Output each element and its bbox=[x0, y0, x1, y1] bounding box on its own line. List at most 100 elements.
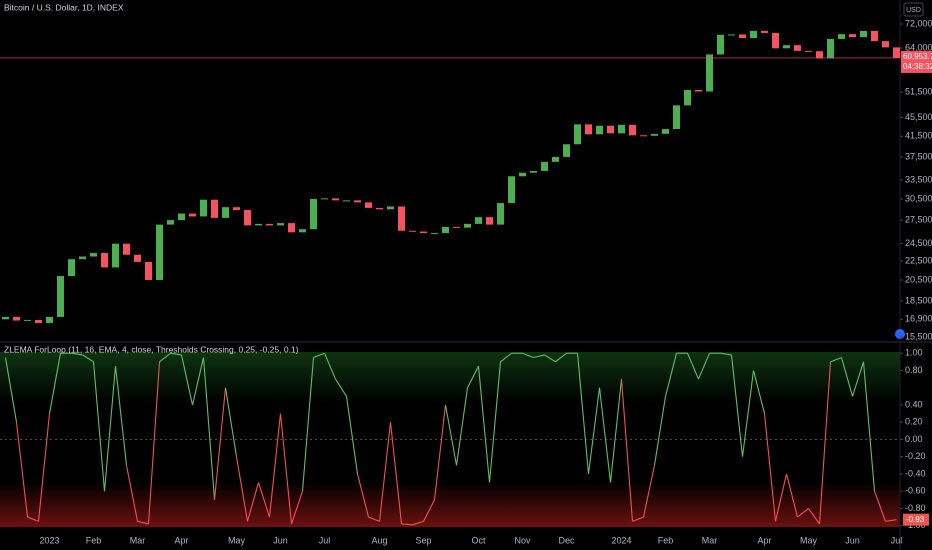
oscillator-segment bbox=[587, 387, 601, 475]
oscillator-segment bbox=[378, 422, 392, 522]
oscillator-segment bbox=[180, 354, 194, 406]
oscillator-segment bbox=[92, 361, 106, 492]
x-tick-label: May bbox=[800, 535, 818, 545]
oscillator-segment bbox=[235, 456, 249, 522]
oscillator-segment bbox=[830, 357, 842, 363]
event-icon[interactable] bbox=[895, 329, 905, 339]
y-tick-label: 20,500.00 bbox=[905, 274, 932, 284]
y-tick-label: -0.60 bbox=[905, 486, 926, 496]
candle-body bbox=[530, 170, 537, 173]
x-tick-label: Apr bbox=[757, 535, 771, 545]
oscillator-segment bbox=[48, 353, 62, 414]
candle-body bbox=[145, 261, 152, 280]
oscillator-segment bbox=[114, 366, 128, 466]
y-tick-label: -0.20 bbox=[905, 451, 926, 461]
candle-body bbox=[827, 38, 834, 59]
oscillator-segment bbox=[885, 519, 897, 522]
oscillator-segment bbox=[840, 357, 854, 397]
y-tick-label: 0.00 bbox=[905, 434, 923, 444]
candle-body bbox=[574, 124, 581, 145]
candle-body bbox=[475, 217, 482, 224]
y-tick-label: -0.40 bbox=[905, 468, 926, 478]
oscillator-segment bbox=[82, 354, 94, 363]
x-tick-label: Feb bbox=[86, 535, 102, 545]
candle-body bbox=[486, 217, 493, 225]
oscillator-segment bbox=[797, 508, 809, 518]
last-price-label: 60,953.77 bbox=[903, 52, 932, 61]
oscillator-segment bbox=[620, 379, 634, 522]
last-value-label: -0.93 bbox=[906, 515, 925, 524]
y-tick-label: 72,000.00 bbox=[905, 18, 932, 28]
candle-body bbox=[860, 30, 867, 38]
candle-body bbox=[255, 223, 262, 226]
candle-body bbox=[123, 243, 130, 255]
x-tick-label: Apr bbox=[174, 535, 188, 545]
candle-body bbox=[783, 45, 790, 49]
candle-body bbox=[365, 202, 372, 208]
oscillator-segment bbox=[500, 352, 512, 363]
candle-body bbox=[772, 32, 779, 49]
oscillator-segment bbox=[279, 413, 293, 525]
oscillator-segment bbox=[808, 508, 820, 525]
candle-body bbox=[222, 207, 229, 218]
oscillator-segment bbox=[103, 366, 117, 492]
candle-body bbox=[541, 161, 548, 171]
oscillator-segment bbox=[313, 352, 325, 359]
oscillator-segment bbox=[147, 361, 161, 525]
oscillator-segment bbox=[368, 516, 380, 522]
candle-body bbox=[277, 223, 284, 226]
x-tick-label: Aug bbox=[371, 535, 387, 545]
oscillator-segment bbox=[873, 491, 887, 522]
y-tick-label: -0.80 bbox=[905, 503, 926, 513]
y-tick-label: 16,900.00 bbox=[905, 314, 932, 324]
x-tick-label: Jul bbox=[891, 535, 903, 545]
x-tick-label: Jul bbox=[319, 535, 331, 545]
candle-body bbox=[310, 199, 317, 230]
candle-body bbox=[46, 316, 53, 323]
candle-body bbox=[629, 124, 636, 136]
candle-body bbox=[673, 105, 680, 130]
candle-body bbox=[871, 30, 878, 42]
candle-body bbox=[651, 133, 658, 136]
countdown: 04:38:32 bbox=[903, 62, 932, 71]
candle-body bbox=[35, 319, 42, 323]
candle-body bbox=[442, 226, 449, 234]
y-tick-label: 22,500.00 bbox=[905, 255, 932, 265]
x-tick-label: Mar bbox=[702, 535, 718, 545]
oscillator-segment bbox=[323, 352, 337, 380]
candle-body bbox=[332, 198, 339, 201]
candle-body bbox=[57, 276, 64, 317]
x-tick-label: Dec bbox=[558, 535, 575, 545]
y-tick-label: 0.40 bbox=[905, 399, 923, 409]
x-tick-label: Oct bbox=[471, 535, 486, 545]
x-tick-label: Sep bbox=[415, 535, 431, 545]
oscillator-segment bbox=[741, 370, 755, 457]
candle-body bbox=[849, 34, 856, 38]
oscillator-segment bbox=[774, 473, 788, 522]
oscillator-segment bbox=[301, 357, 315, 492]
x-tick-label: 2023 bbox=[39, 535, 59, 545]
candle-body bbox=[519, 172, 526, 177]
currency[interactable]: USD bbox=[906, 7, 921, 14]
candle-body bbox=[189, 213, 196, 217]
candle-body bbox=[167, 220, 174, 225]
candle-body bbox=[453, 226, 460, 228]
oversold-zone bbox=[0, 482, 900, 527]
oscillator-segment bbox=[522, 352, 534, 359]
candle-body bbox=[695, 89, 702, 92]
oscillator-segment bbox=[533, 354, 545, 359]
candle-body bbox=[750, 30, 757, 39]
oscillator-segment bbox=[720, 352, 732, 356]
candle-body bbox=[431, 233, 438, 235]
y-tick-label: 0.80 bbox=[905, 365, 923, 375]
y-tick-label: 30,500.00 bbox=[905, 193, 932, 203]
candle-body bbox=[24, 319, 31, 321]
x-tick-label: Mar bbox=[130, 535, 146, 545]
oscillator-segment bbox=[686, 352, 700, 380]
y-tick-label: 1.00 bbox=[905, 348, 923, 358]
oscillator-segment bbox=[467, 365, 479, 388]
oscillator-segment bbox=[609, 379, 623, 483]
candle-body bbox=[728, 34, 735, 36]
candle-body bbox=[376, 207, 383, 210]
currency-button[interactable] bbox=[903, 2, 924, 17]
